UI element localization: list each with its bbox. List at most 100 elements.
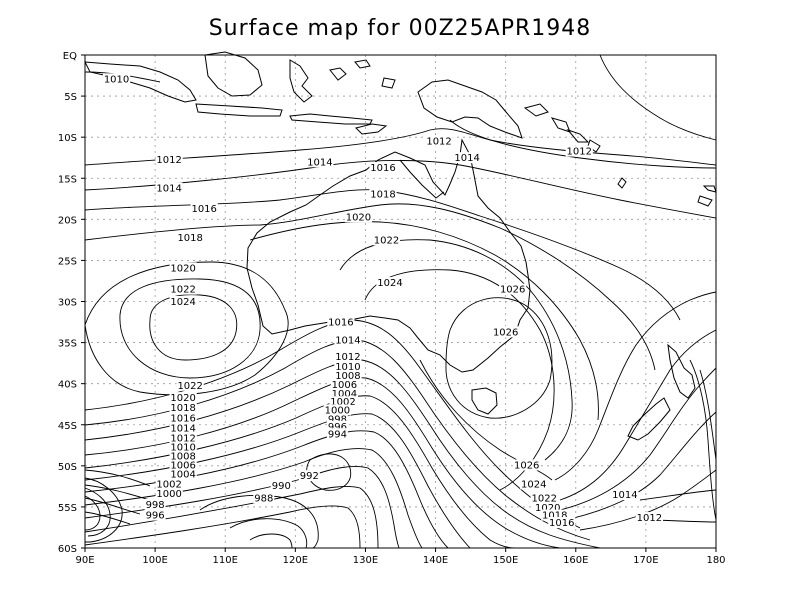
isobar-label: 1024 xyxy=(376,277,404,289)
australia-coastline xyxy=(246,138,531,373)
isobar-label: 1006 xyxy=(330,378,359,391)
isobar-label: 1008 xyxy=(334,369,362,382)
lat-tick-label: 50S xyxy=(58,462,77,473)
isobar-label: 1012 xyxy=(425,135,453,148)
isobar-label-background xyxy=(298,470,320,482)
lat-tick-label: EQ xyxy=(63,51,77,62)
isobar-992-west-low xyxy=(84,487,111,537)
isobar-label-background xyxy=(344,211,373,223)
isobar-label-background xyxy=(169,295,197,307)
isobar-label-background xyxy=(372,234,401,246)
lat-tick-label: 15S xyxy=(58,174,77,185)
isobar-label-text: 1026 xyxy=(500,285,525,296)
lon-tick-label: 120E xyxy=(283,555,308,566)
isobar-label-text: 1014 xyxy=(307,157,332,168)
isobar-1018-east xyxy=(564,411,717,521)
isobar-label-background xyxy=(334,351,362,363)
isobar-label-background xyxy=(635,512,663,524)
isobar-label-text: 1010 xyxy=(335,362,360,373)
isobar-label-text: 1016 xyxy=(191,204,216,215)
isobar-label-background xyxy=(169,392,197,404)
isobar-label-text: 1020 xyxy=(535,503,560,514)
isobar-label-text: 1000 xyxy=(325,405,350,416)
isobar-label-background xyxy=(425,135,453,147)
isobar-label-text: 1002 xyxy=(330,397,355,408)
isobar-label-text: 1006 xyxy=(170,460,195,471)
isobar-label: 1022 xyxy=(176,379,204,392)
map-title: Surface map for 00Z25APR1948 xyxy=(208,16,592,41)
isobar-label-background xyxy=(306,156,334,168)
isobar-label: 1018 xyxy=(169,401,197,414)
isobar-label-text: 1018 xyxy=(370,189,395,200)
isobar-label-text: 1024 xyxy=(521,479,546,490)
isobar-label-background xyxy=(176,379,204,391)
isobar-996-west xyxy=(84,511,131,525)
isobar-1024-east xyxy=(554,291,717,481)
isobar-1024-centre xyxy=(364,269,555,491)
isobar-label: 996 xyxy=(326,420,348,433)
isobar-1024-west-high xyxy=(149,294,238,361)
isobar-1008-east xyxy=(699,369,717,461)
isobar-label-background xyxy=(155,478,183,490)
isobar-label-background xyxy=(565,145,593,157)
isobar-label-text: 1024 xyxy=(170,297,195,308)
isobar-label-background xyxy=(169,459,197,471)
isobar-label-text: 1016 xyxy=(328,318,353,329)
isobar-label-text: 1014 xyxy=(335,336,360,347)
isobar-label: 1004 xyxy=(330,387,359,400)
isobar-label-background xyxy=(169,412,197,424)
isobar-label-text: 1024 xyxy=(377,278,402,289)
isobar-label-background xyxy=(334,360,362,372)
isobar-label: 1012 xyxy=(155,153,183,166)
isobar-label-background xyxy=(530,492,558,504)
isobar-1002-west xyxy=(84,469,151,487)
isobar-1008-south xyxy=(84,395,516,549)
isobar-label-text: 1008 xyxy=(170,451,195,462)
isobar-label: 1014 xyxy=(611,489,639,501)
isobar-1016-south xyxy=(84,319,581,529)
isobar-label-background xyxy=(169,422,197,434)
isobar-label-background xyxy=(169,432,197,444)
isobar-label: 1014 xyxy=(155,182,183,195)
isobar-1010-east xyxy=(689,359,717,521)
isobar-label-background xyxy=(369,188,397,200)
new-caledonia xyxy=(697,195,713,207)
lon-tick-label: 110E xyxy=(213,555,238,566)
isobar-1018 xyxy=(84,203,656,371)
isobar-label-background xyxy=(176,231,204,243)
isobar-1000-west xyxy=(84,484,151,501)
lat-tick-label: 60S xyxy=(58,544,77,555)
lon-tick-label: 140E xyxy=(423,555,448,566)
isobar-label-background xyxy=(513,459,541,471)
isobar-label: 1000 xyxy=(323,404,351,416)
isobar-label: 1016 xyxy=(169,412,197,425)
isobar-label-background xyxy=(190,203,218,215)
lat-tick-label: 30S xyxy=(58,298,77,309)
isobar-label-background xyxy=(327,316,355,328)
isobar-label: 1016 xyxy=(369,162,397,174)
isobar-label-text: 990 xyxy=(272,481,291,492)
gulf-of-carpentaria-coast xyxy=(399,159,445,199)
isobar-label: 1006 xyxy=(169,459,197,471)
isobar-label-text: 1004 xyxy=(332,389,357,400)
isobar-label-text: 1014 xyxy=(612,490,637,501)
isobar-label-background xyxy=(253,492,275,504)
isobar-label-text: 1018 xyxy=(177,233,202,244)
isobar-1016-east xyxy=(579,469,717,531)
isobar-label: 1010 xyxy=(102,73,131,85)
timor-coastline xyxy=(355,123,388,135)
isobar-label-text: 1012 xyxy=(156,155,181,166)
isobar-label-text: 996 xyxy=(328,422,347,433)
isobar-990-low xyxy=(199,494,319,549)
isobar-label: 1026 xyxy=(492,326,520,338)
isobar-label: 1024 xyxy=(169,295,197,308)
isobar-label-background xyxy=(326,413,348,425)
isobar-label-background xyxy=(548,516,576,528)
isobar-1012-south xyxy=(84,359,601,549)
isobar-label: 1018 xyxy=(176,231,204,244)
lat-tick-label: 35S xyxy=(58,339,77,350)
isobar-label-background xyxy=(334,369,362,381)
isobar-label-background xyxy=(611,489,639,501)
isobar-label-background xyxy=(376,277,404,289)
isobar-label-background xyxy=(169,468,197,480)
